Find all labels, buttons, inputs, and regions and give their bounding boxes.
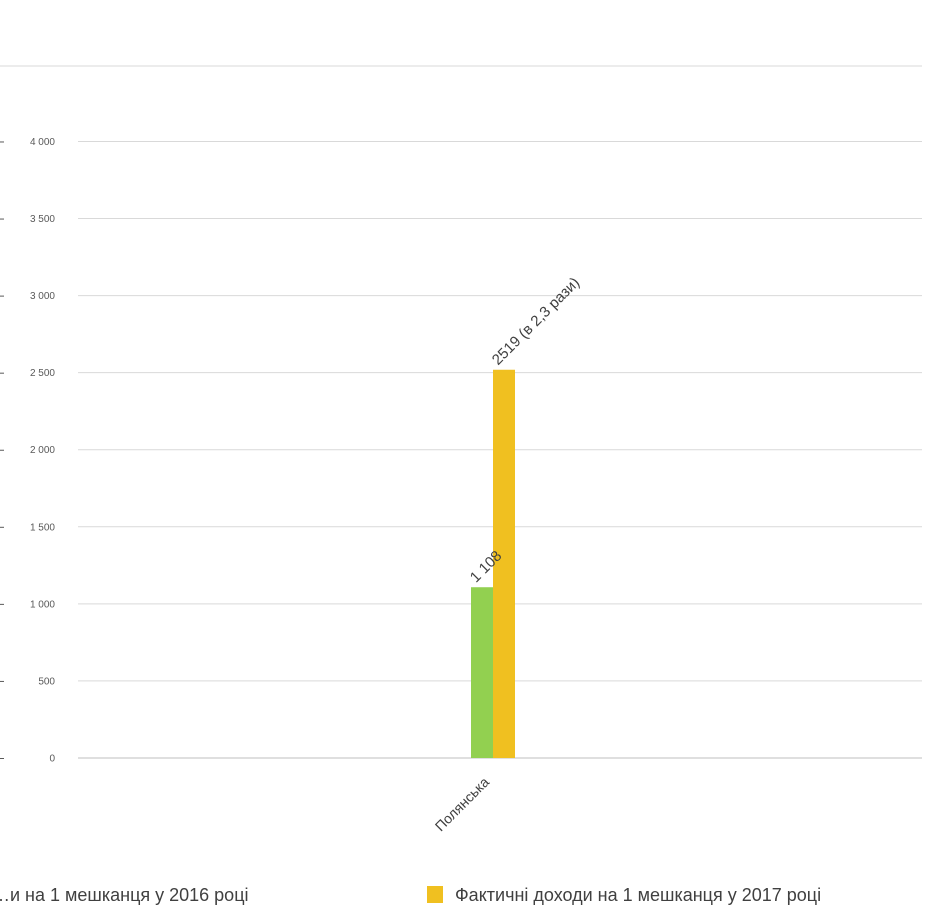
x-category-label: Полянська — [432, 774, 493, 835]
bar — [471, 587, 493, 758]
data-label: 2519 (в 2,3 рази) — [489, 274, 583, 368]
y-tick-label: 4 000 — [30, 137, 55, 148]
y-tick-label: 1 000 — [30, 599, 55, 610]
x-axis: Полянська — [432, 774, 493, 835]
y-tick-label: 3 500 — [30, 214, 55, 225]
legend-label: Фактичні доходи на 1 мешканця у 2017 роц… — [455, 885, 821, 905]
y-tick-label: 1 500 — [30, 522, 55, 533]
y-tick-label: 0 — [49, 754, 55, 765]
gridlines — [0, 65, 922, 759]
y-tick-label: 2 500 — [30, 368, 55, 379]
y-axis: 0 500 1 000 1 500 2 000 2 500 3 000 3 500 4 000 — [0, 137, 55, 765]
bar — [493, 369, 515, 758]
legend-label: …и на 1 мешканця у 2016 році — [0, 885, 249, 905]
bars — [471, 369, 515, 758]
legend-swatch — [427, 886, 443, 903]
y-tick-label: 500 — [38, 676, 55, 687]
y-tick-label: 3 000 — [30, 291, 55, 302]
y-tick-label: 2 000 — [30, 445, 55, 456]
legend: …и на 1 мешканця у 2016 році Фактичні дох… — [0, 885, 821, 905]
